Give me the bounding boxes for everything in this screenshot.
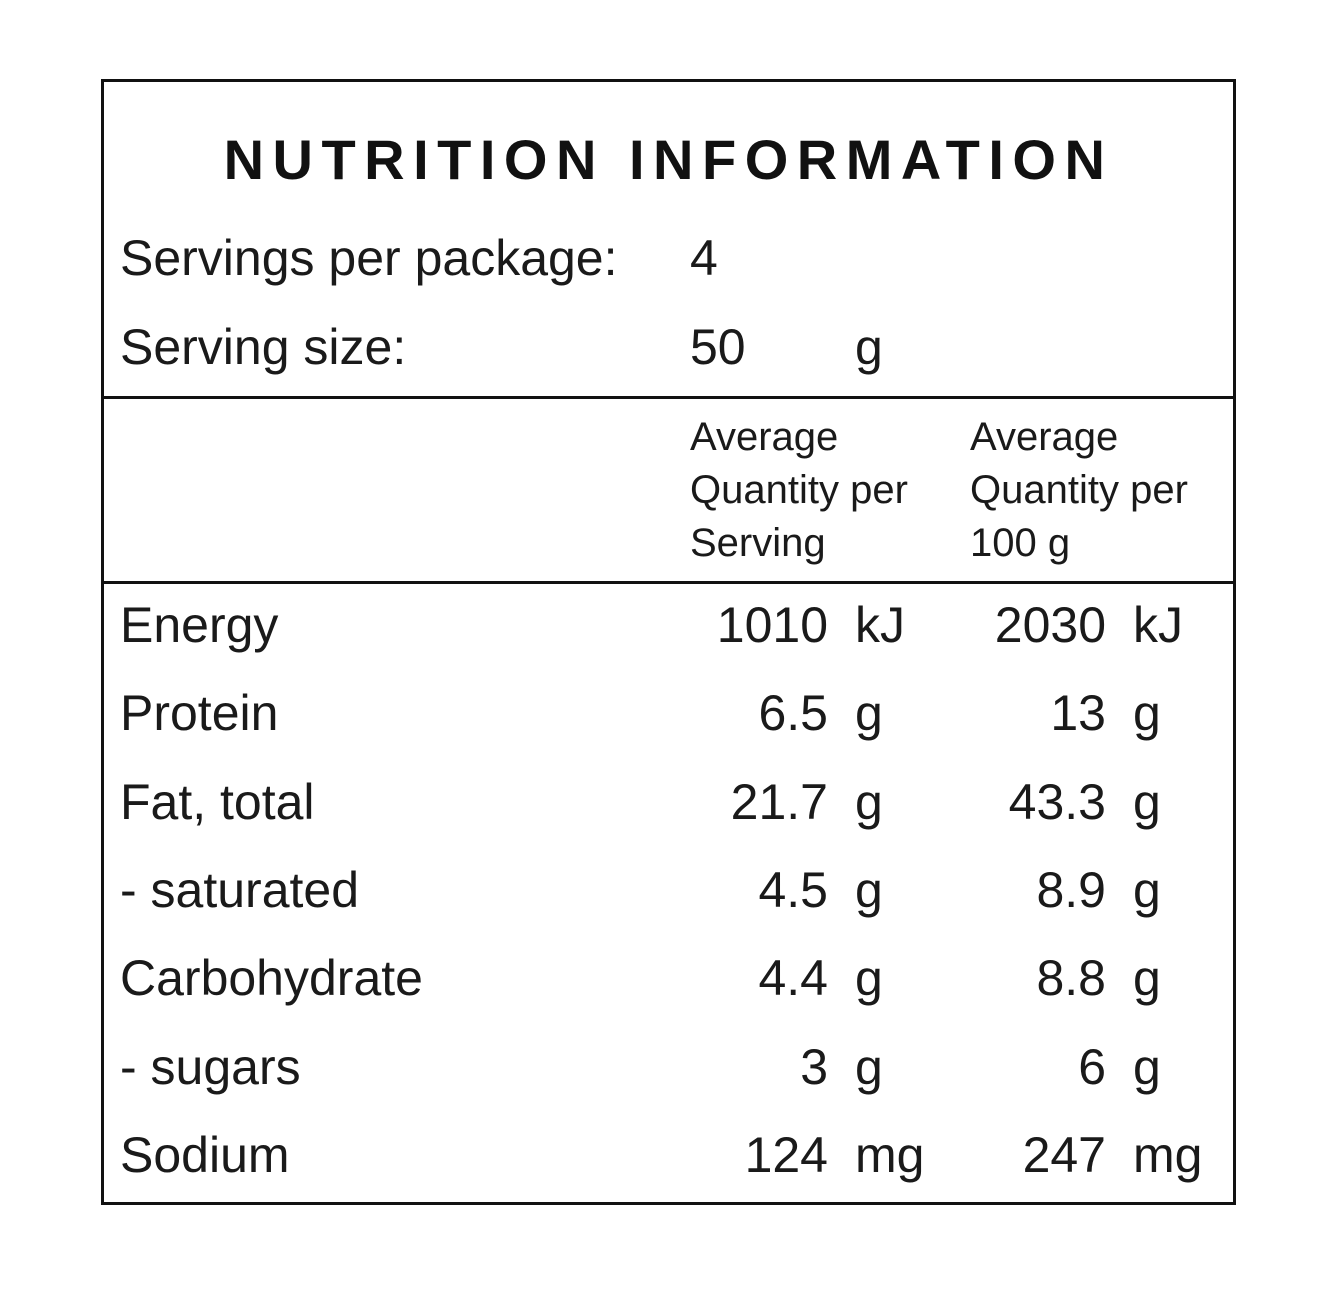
- per-100g-unit: g: [1133, 1038, 1161, 1095]
- title: NUTRITION INFORMATION: [223, 128, 1114, 191]
- per-100g-value: 2030: [994, 597, 1106, 653]
- per-serving-unit: g: [855, 861, 883, 918]
- nutrient-name: Sodium: [120, 1126, 290, 1183]
- per-serving-value: 1010: [716, 597, 828, 653]
- column-header: Quantity per: [970, 468, 1188, 512]
- per-100g-unit: g: [1133, 861, 1161, 918]
- nutrient-name: - saturated: [120, 861, 360, 918]
- per-serving-unit: g: [855, 773, 883, 830]
- per-serving-unit: g: [855, 685, 883, 742]
- per-serving-value: 3: [800, 1038, 828, 1095]
- per-serving-unit: g: [855, 1038, 883, 1095]
- per-serving-unit: kJ: [855, 597, 905, 653]
- serving-size-value: 50: [690, 319, 746, 375]
- per-100g-value: 13: [1050, 685, 1106, 742]
- divider: [104, 581, 1233, 584]
- per-serving-value: 124: [744, 1126, 828, 1183]
- per-serving-unit: g: [855, 950, 883, 1007]
- column-header: 100 g: [970, 521, 1071, 565]
- per-100g-unit: g: [1133, 773, 1161, 830]
- per-serving-value: 4.4: [758, 950, 828, 1007]
- column-header: Quantity per: [690, 468, 908, 512]
- per-100g-value: 8.9: [1036, 861, 1106, 918]
- per-100g-unit: mg: [1133, 1126, 1203, 1183]
- per-100g-value: 247: [1022, 1126, 1106, 1183]
- nutrient-name: Carbohydrate: [120, 950, 423, 1007]
- serving-size-label: Serving size:: [120, 319, 407, 375]
- column-header: Average: [970, 415, 1119, 459]
- servings-value: 4: [690, 230, 718, 286]
- servings-label: Servings per package:: [120, 230, 618, 286]
- per-100g-unit: kJ: [1133, 597, 1183, 653]
- per-serving-value: 21.7: [730, 773, 828, 830]
- per-serving-value: 4.5: [758, 861, 828, 918]
- nutrient-name: Fat, total: [120, 773, 315, 830]
- column-header: Average: [690, 415, 839, 459]
- serving-size-unit: g: [855, 319, 883, 375]
- divider: [104, 396, 1233, 399]
- per-100g-value: 6: [1078, 1038, 1106, 1095]
- column-header: Serving: [690, 521, 826, 565]
- nutrient-name: Protein: [120, 685, 279, 742]
- per-100g-unit: g: [1133, 685, 1161, 742]
- nutrient-name: Energy: [120, 597, 279, 653]
- per-serving-value: 6.5: [758, 685, 828, 742]
- per-100g-value: 8.8: [1036, 950, 1106, 1007]
- nutrition-panel: NUTRITION INFORMATION Servings per packa…: [101, 79, 1236, 1205]
- per-100g-unit: g: [1133, 950, 1161, 1007]
- nutrient-name: - sugars: [120, 1038, 301, 1095]
- per-100g-value: 43.3: [1008, 773, 1106, 830]
- per-serving-unit: mg: [855, 1126, 925, 1183]
